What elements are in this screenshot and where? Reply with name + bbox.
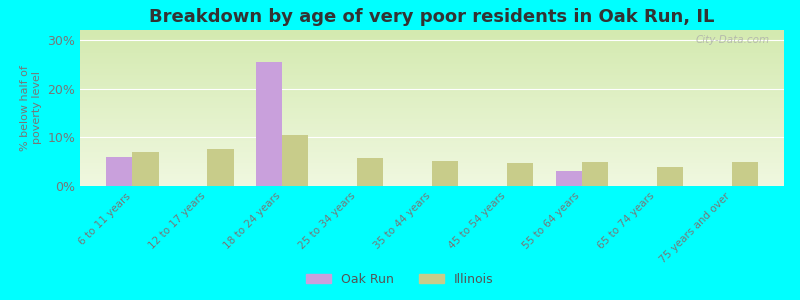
Bar	[555, 171, 582, 186]
Bar	[256, 62, 282, 186]
Bar	[133, 152, 158, 186]
Title: Breakdown by age of very poor residents in Oak Run, IL: Breakdown by age of very poor residents …	[150, 8, 714, 26]
Bar	[432, 161, 458, 186]
Bar	[357, 158, 383, 186]
Text: City-Data.com: City-Data.com	[696, 35, 770, 45]
Bar	[657, 167, 683, 186]
Bar	[106, 157, 133, 186]
Legend: Oak Run, Illinois: Oak Run, Illinois	[302, 268, 498, 291]
Y-axis label: % below half of
poverty level: % below half of poverty level	[20, 65, 42, 151]
Bar	[507, 163, 533, 186]
Bar	[731, 162, 758, 186]
Bar	[207, 149, 234, 186]
Bar	[282, 135, 309, 186]
Bar	[582, 162, 608, 186]
